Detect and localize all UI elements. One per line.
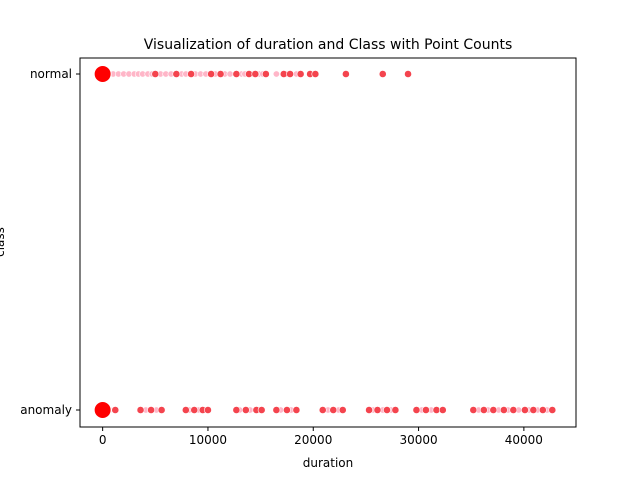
x-axis-label: duration [303,456,354,470]
point-anomaly-medium-34 [548,406,557,414]
point-normal-large-0 [93,65,112,83]
point-anomaly-medium-30 [509,406,518,414]
point-anomaly-medium-22 [412,406,421,414]
point-anomaly-medium-12 [272,406,281,414]
y-tick-label-normal: normal [30,67,72,81]
plot-frame [79,57,577,428]
point-anomaly-medium-25 [438,406,447,414]
point-anomaly-medium-17 [338,406,347,414]
point-normal-medium-7 [251,70,260,78]
point-anomaly-medium-28 [489,406,498,414]
point-anomaly-medium-13 [283,406,291,414]
point-normal-medium-15 [378,70,387,78]
point-anomaly-medium-16 [329,406,338,414]
point-normal-medium-0 [151,70,160,78]
point-anomaly-medium-19 [373,406,382,414]
points-layer [93,65,557,419]
x-tick-label: 20000 [294,433,332,447]
point-anomaly-medium-20 [383,406,391,414]
y-axis-ticks: normal anomaly [20,67,80,417]
point-normal-small-20 [226,70,234,78]
point-anomaly-medium-26 [469,406,478,414]
chart-title: Visualization of duration and Class with… [144,37,513,53]
point-anomaly-medium-0 [111,406,120,414]
point-anomaly-medium-23 [422,406,430,414]
point-normal-medium-3 [207,70,216,78]
point-anomaly-medium-33 [538,406,547,414]
point-anomaly-large-0 [93,401,112,419]
point-normal-medium-10 [286,70,294,78]
x-tick-label: 10000 [189,433,227,447]
point-normal-medium-16 [404,70,412,78]
point-anomaly-medium-21 [391,406,400,414]
point-normal-medium-13 [311,70,320,78]
x-tick-label: 0 [99,433,107,447]
point-anomaly-medium-7 [204,406,212,414]
point-normal-medium-5 [232,70,241,78]
point-normal-medium-11 [296,70,305,78]
point-anomaly-medium-32 [529,406,538,414]
y-axis-label: class [0,227,7,257]
point-normal-medium-4 [216,70,225,78]
point-normal-small-26 [272,70,280,78]
x-tick-label: 30000 [399,433,437,447]
point-anomaly-medium-31 [521,406,529,414]
point-anomaly-medium-11 [257,406,266,414]
point-anomaly-medium-29 [499,406,508,414]
point-anomaly-medium-15 [318,406,327,414]
point-normal-medium-14 [342,70,350,78]
point-anomaly-medium-4 [181,406,190,414]
point-anomaly-medium-14 [292,406,301,414]
point-normal-medium-2 [187,70,195,78]
point-normal-medium-8 [261,70,270,78]
point-anomaly-medium-9 [241,406,250,414]
point-anomaly-medium-27 [479,406,488,414]
x-axis-ticks: 0 10000 20000 30000 40000 [99,427,543,447]
point-anomaly-medium-5 [190,406,199,414]
point-anomaly-medium-3 [157,406,166,414]
point-anomaly-medium-18 [365,406,373,414]
y-tick-label-anomaly: anomaly [20,403,72,417]
point-anomaly-medium-8 [232,406,241,414]
point-anomaly-medium-2 [147,406,155,414]
point-anomaly-medium-1 [136,406,145,414]
x-tick-label: 40000 [505,433,543,447]
point-normal-medium-1 [172,70,181,78]
